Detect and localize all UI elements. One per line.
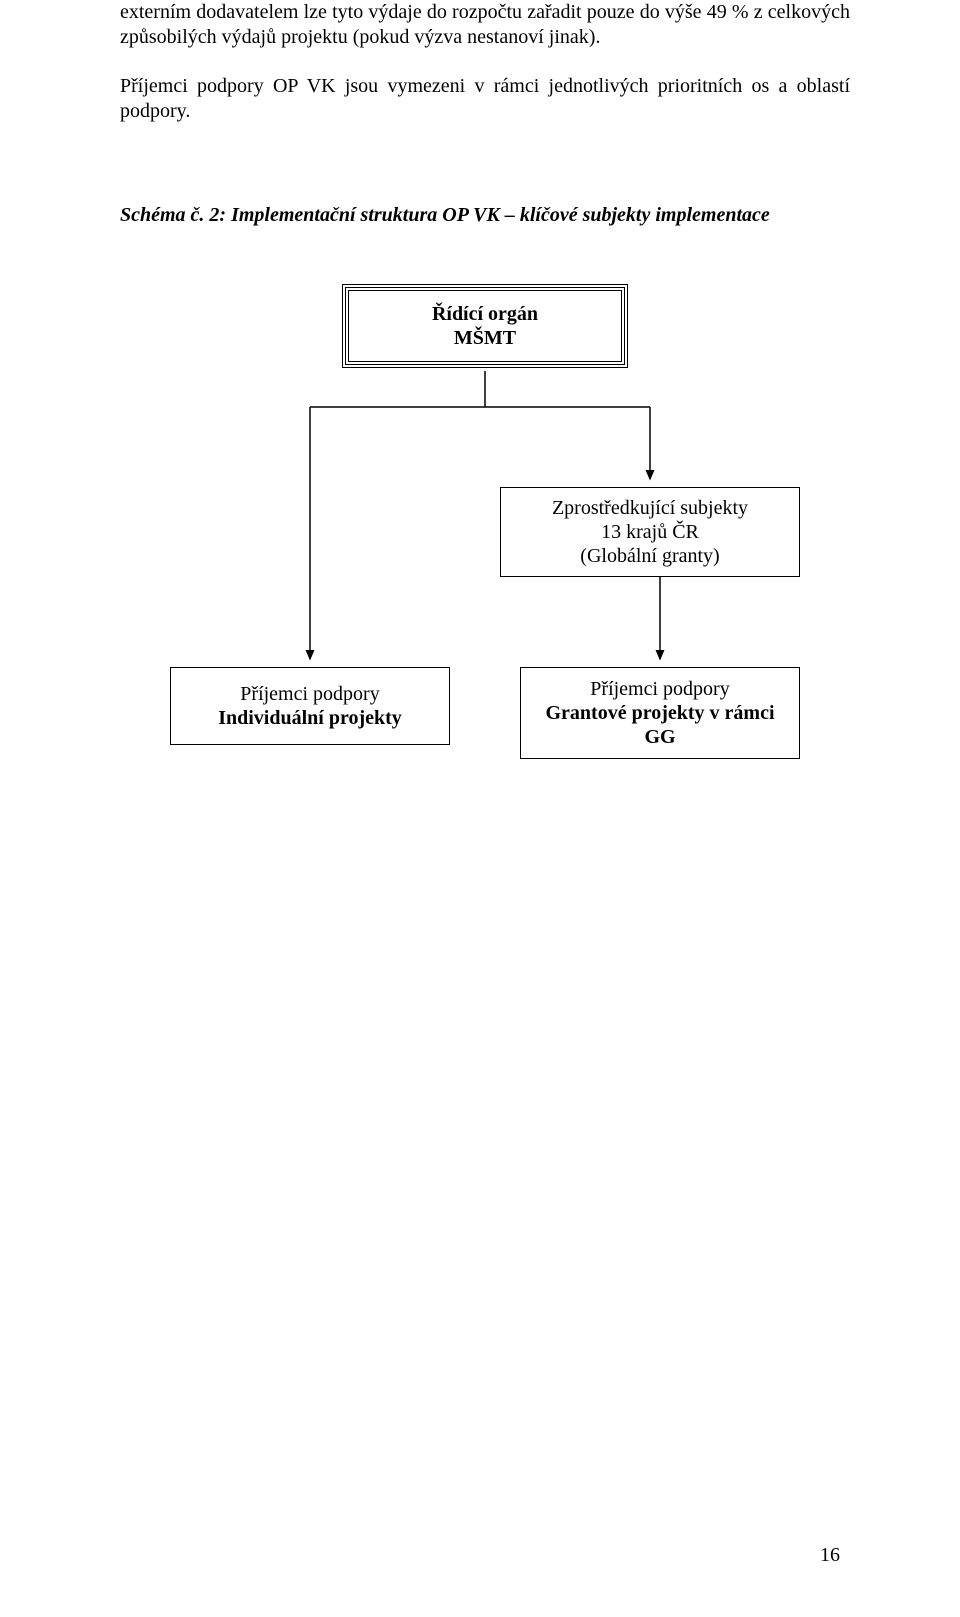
node-intermediate-line3: (Globální granty)	[580, 544, 719, 568]
node-right-leaf-line1: Příjemci podpory	[590, 677, 729, 701]
node-left-leaf-line2: Individuální projekty	[218, 706, 402, 730]
page: externím dodavatelem lze tyto výdaje do …	[0, 0, 960, 1617]
flowchart: Řídící orgán MŠMT Zprostředkující subjek…	[120, 287, 850, 807]
paragraph-1: externím dodavatelem lze tyto výdaje do …	[120, 0, 850, 50]
node-root-line2: MŠMT	[454, 326, 516, 350]
paragraph-2: Příjemci podpory OP VK jsou vymezeni v r…	[120, 74, 850, 124]
node-intermediate-line2: 13 krajů ČR	[601, 520, 699, 544]
node-intermediate-line1: Zprostředkující subjekty	[552, 496, 748, 520]
node-root-line1: Řídící orgán	[432, 302, 538, 326]
node-right-leaf-line3: GG	[644, 725, 675, 749]
node-left-leaf: Příjemci podpory Individuální projekty	[170, 667, 450, 745]
node-right-leaf: Příjemci podpory Grantové projekty v rám…	[520, 667, 800, 759]
node-root: Řídící orgán MŠMT	[345, 287, 625, 365]
node-right-leaf-line2: Grantové projekty v rámci	[545, 701, 774, 725]
schema-caption: Schéma č. 2: Implementační struktura OP …	[120, 204, 850, 227]
page-number: 16	[820, 1544, 840, 1567]
node-left-leaf-line1: Příjemci podpory	[240, 682, 379, 706]
node-intermediate: Zprostředkující subjekty 13 krajů ČR (Gl…	[500, 487, 800, 577]
